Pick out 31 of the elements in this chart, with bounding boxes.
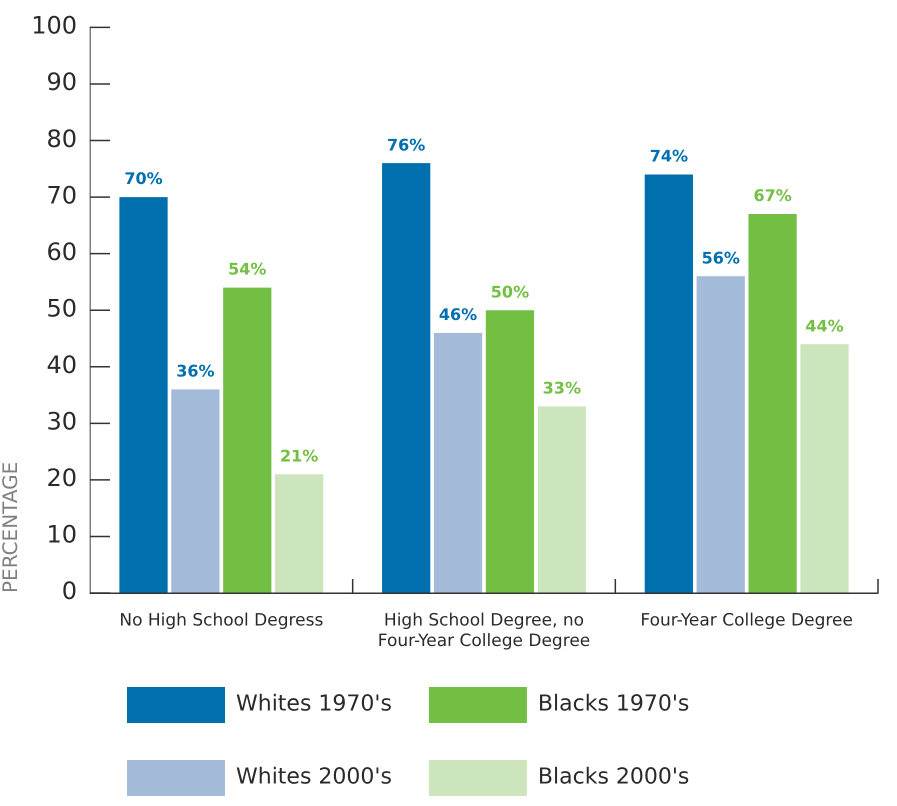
legend-label: Blacks 2000's: [538, 764, 690, 790]
y-tick-label: 60: [46, 238, 77, 266]
data-label: 74%: [650, 146, 688, 166]
data-label: 56%: [702, 248, 740, 268]
data-label: 67%: [753, 186, 792, 206]
legend-label: Whites 2000's: [236, 764, 392, 790]
y-tick-label: 90: [46, 68, 77, 96]
data-label: 76%: [387, 135, 426, 154]
y-tick-label: 0: [62, 577, 77, 606]
y-tick-label: 100: [31, 12, 77, 40]
data-label: 70%: [124, 169, 163, 188]
x-tick-label: Four-Year College Degree: [640, 610, 853, 631]
data-label: 46%: [438, 304, 478, 324]
legend-label: Blacks 1970's: [538, 692, 690, 717]
y-tick-label: 70: [46, 181, 77, 210]
data-label: 33%: [542, 378, 581, 398]
data-label: 21%: [280, 446, 318, 466]
x-tick-label: High School Degree, no Four-Year College Degree: [378, 610, 590, 652]
y-axis-title: PERCENTAGE: [0, 462, 22, 593]
y-tick-label: 10: [46, 520, 77, 549]
y-tick-label: 20: [46, 464, 77, 492]
y-tick-label: 40: [46, 350, 77, 379]
data-label: 36%: [176, 362, 215, 381]
data-label: 50%: [490, 282, 530, 302]
y-tick-label: 30: [46, 408, 77, 436]
legend-label: Whites 1970's: [236, 692, 392, 717]
y-tick-label: 50: [46, 294, 77, 322]
x-tick-label: No High School Degress: [119, 610, 324, 631]
data-label: 44%: [805, 316, 844, 336]
y-tick-label: 80: [46, 124, 77, 153]
data-label: 54%: [228, 260, 266, 279]
